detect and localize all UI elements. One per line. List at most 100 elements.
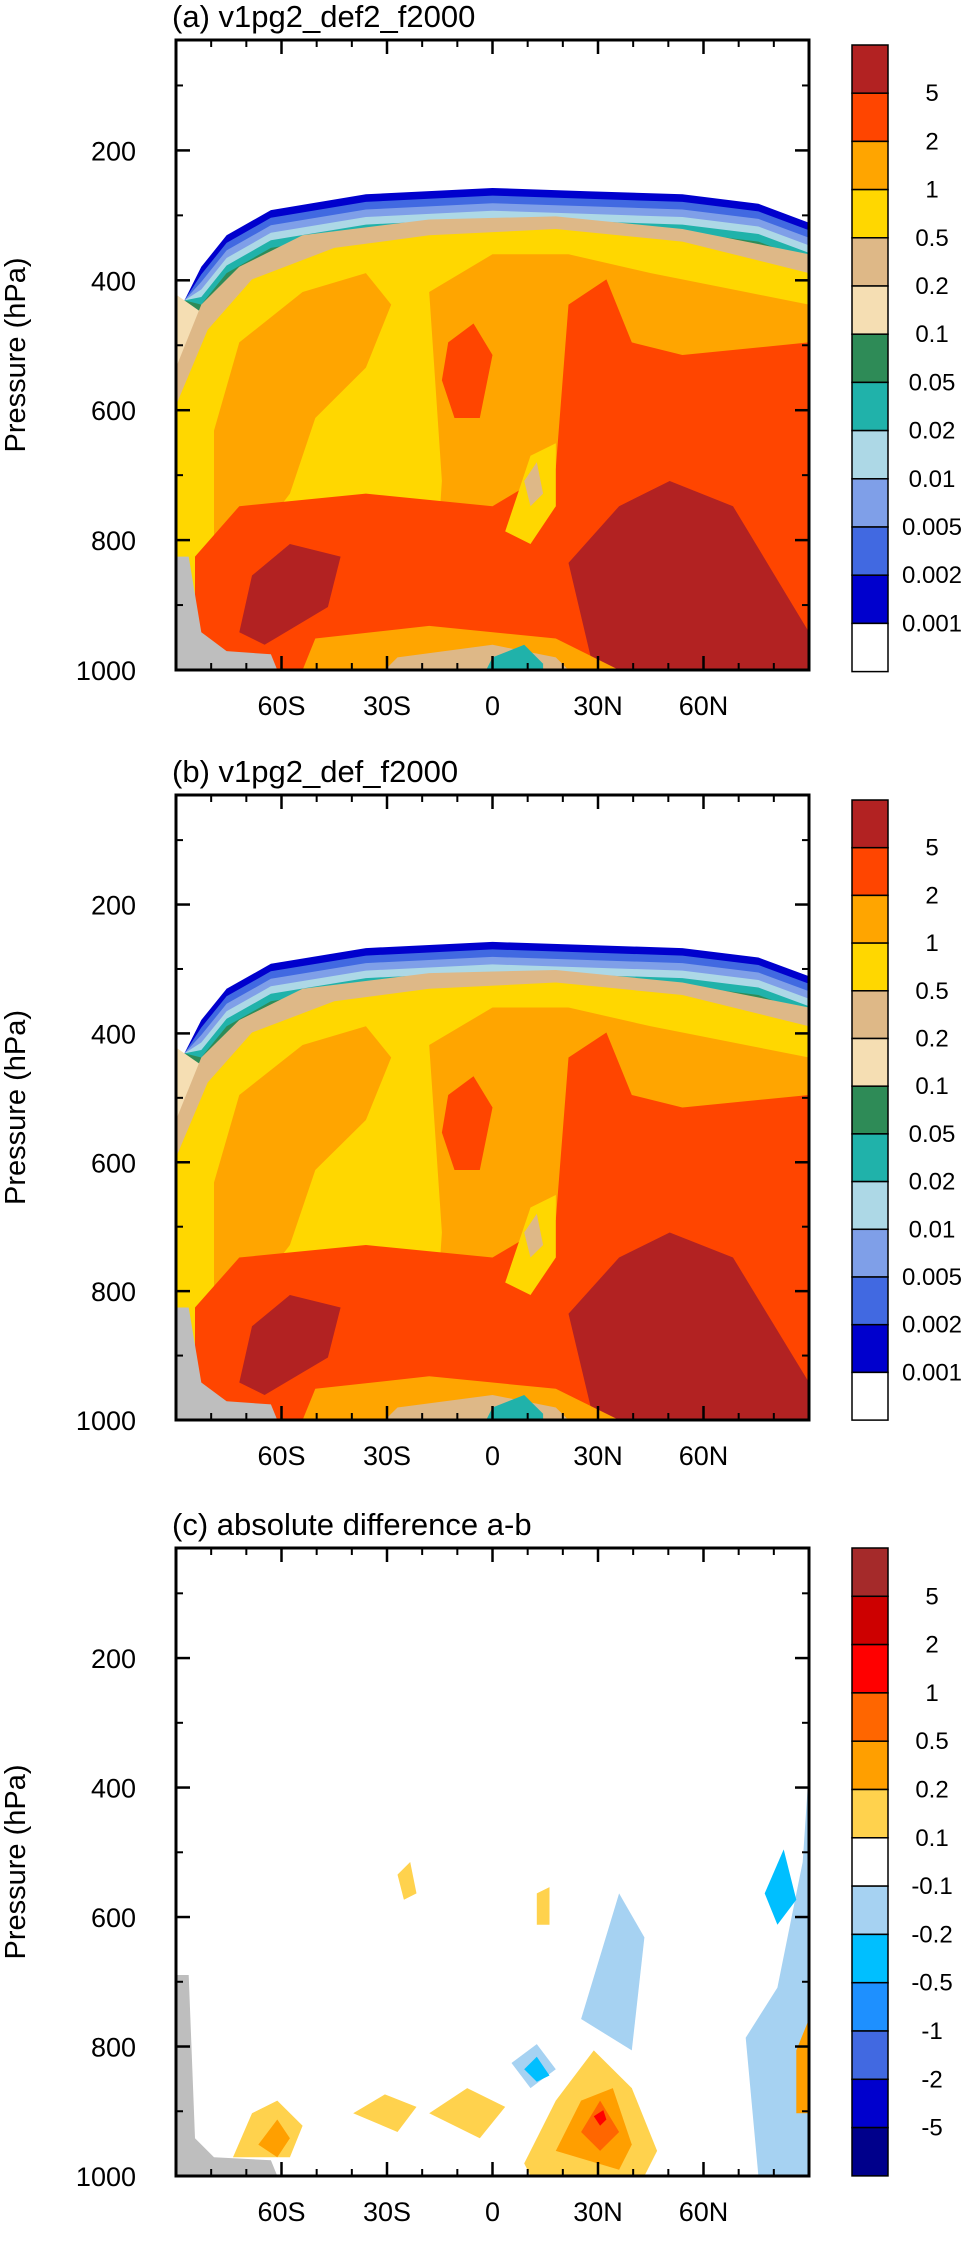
contour-band	[764, 1849, 797, 1925]
contour-band	[214, 1026, 392, 1308]
x-tick-label: 60N	[679, 2197, 729, 2227]
panel-3: (c) absolute difference a-b 200 400 600 800 1…	[0, 1507, 953, 2227]
colorbar-label: 0.5	[915, 978, 948, 1005]
colorbar-label: 0.01	[909, 1216, 956, 1243]
contour-band	[524, 462, 544, 507]
colorbar-label: 0.05	[909, 1121, 956, 1148]
colorbar-swatch	[851, 1933, 889, 1984]
colorbar-swatch	[851, 1740, 889, 1791]
contour-band	[258, 2119, 290, 2158]
colorbar-label: 0.001	[902, 610, 962, 637]
contour-band	[239, 544, 341, 645]
colorbar: 5 2 1 0.5 0.2 0.1 -0.1 -0.2 -0.5 -1 -2 -5	[851, 1547, 953, 2177]
colorbar-label: 0.1	[915, 1825, 948, 1852]
y-tick-label: 800	[91, 2033, 136, 2063]
contour-band	[486, 644, 544, 670]
colorbar-swatch	[851, 1323, 889, 1374]
colorbar-label: 0.02	[909, 418, 956, 445]
colorbar-swatch	[851, 622, 889, 673]
colorbar-label: 1	[925, 930, 938, 957]
colorbar-label: 0.2	[915, 1026, 948, 1053]
colorbar-swatch	[851, 92, 889, 143]
chart-title: (a) v1pg2_def2_f2000	[172, 0, 475, 34]
colorbar-swatch	[851, 1692, 889, 1742]
colorbar-label: 0.002	[902, 1312, 962, 1339]
y-tick-label: 600	[91, 1903, 136, 1933]
y-tick-label: 600	[91, 1148, 136, 1178]
colorbar-label: -0.1	[911, 1873, 952, 1900]
colorbar-label: 0.5	[915, 225, 948, 252]
y-tick-label: 200	[91, 136, 136, 166]
colorbar-swatch	[851, 1981, 889, 2032]
contour-band	[581, 1893, 645, 2051]
colorbar-swatch	[851, 1547, 889, 1598]
colorbar-swatch	[851, 1837, 889, 1887]
colorbar-swatch	[851, 2078, 889, 2129]
x-tick-label: 30N	[573, 1441, 623, 1471]
colorbar-swatch	[851, 1228, 889, 1278]
y-axis-label: Pressure (hPa)	[0, 257, 32, 452]
colorbar-swatch	[851, 1085, 889, 1135]
colorbar-label: -1	[921, 2018, 942, 2045]
contour-band	[796, 2019, 809, 2114]
colorbar-label: 5	[925, 80, 938, 107]
x-tick-label: 30N	[573, 2197, 623, 2227]
x-tick-label: 60N	[679, 1441, 729, 1471]
colorbar-swatch	[851, 2030, 889, 2081]
colorbar-swatch	[851, 1643, 889, 1694]
colorbar-label: 2	[925, 882, 938, 909]
colorbar-label: -0.5	[911, 1970, 952, 1997]
x-tick-label: 60S	[257, 691, 305, 721]
y-tick-label: 400	[91, 1019, 136, 1049]
y-tick-label: 1000	[76, 2162, 136, 2192]
colorbar-label: 2	[925, 128, 938, 155]
contour-band	[568, 481, 809, 670]
colorbar-swatch	[851, 990, 889, 1040]
x-tick-label: 60N	[679, 691, 729, 721]
x-tick-label: 30S	[363, 2197, 411, 2227]
contour-band	[593, 2110, 607, 2126]
missing-data	[176, 556, 278, 670]
contour-band	[441, 323, 493, 418]
contour-band	[568, 1232, 809, 1420]
colorbar-swatch	[851, 44, 889, 94]
colorbar-label: 0.1	[915, 321, 948, 348]
colorbar-label: 0.001	[902, 1359, 962, 1386]
chart-title: (c) absolute difference a-b	[172, 1507, 532, 1542]
colorbar-label: 0.002	[902, 562, 962, 589]
contour-band	[397, 1862, 417, 1900]
colorbar-swatch	[851, 846, 889, 897]
colorbar-swatch	[851, 381, 889, 432]
missing-data	[176, 1307, 278, 1420]
colorbar-label: 0.2	[915, 273, 948, 300]
x-tick-label: 30S	[363, 1441, 411, 1471]
chart-title: (b) v1pg2_def_f2000	[172, 754, 458, 789]
colorbar-label: -2	[921, 2066, 942, 2093]
x-tick-label: 30S	[363, 691, 411, 721]
colorbar-label: 0.01	[909, 466, 956, 493]
panel-2: (b) v1pg2_def_f2000 200 400 600 800 1000 60S 30…	[0, 754, 962, 1471]
contour-band	[353, 2094, 417, 2132]
contour-band	[524, 2056, 550, 2082]
colorbar-label: 5	[925, 835, 938, 862]
x-tick-label: 0	[485, 2197, 500, 2227]
colorbar-swatch	[851, 333, 889, 384]
colorbar-swatch	[851, 799, 889, 849]
colorbar-swatch	[851, 237, 889, 287]
colorbar-swatch	[851, 1885, 889, 1936]
x-tick-label: 30N	[573, 691, 623, 721]
contour-band	[745, 1767, 809, 2176]
colorbar-swatch	[851, 429, 889, 480]
colorbar-swatch	[851, 1133, 889, 1183]
y-axis-label: Pressure (hPa)	[0, 1010, 32, 1205]
y-axis-label: Pressure (hPa)	[0, 1764, 32, 1959]
x-tick-label: 0	[485, 1441, 500, 1471]
missing-data	[176, 1975, 278, 2176]
colorbar-swatch	[851, 285, 889, 335]
colorbar-swatch	[851, 188, 889, 239]
contour-band	[214, 273, 392, 557]
colorbar-swatch	[851, 1788, 889, 1839]
colorbar-swatch	[851, 1037, 889, 1087]
contour-band	[524, 1213, 544, 1258]
colorbar-swatch	[851, 1276, 889, 1326]
